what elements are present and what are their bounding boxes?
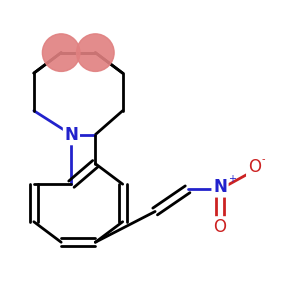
Text: N: N [64,126,78,144]
Text: +: + [228,174,236,184]
Circle shape [42,34,80,71]
Text: O: O [248,158,261,176]
Text: O: O [214,218,226,236]
Text: -: - [262,154,265,165]
Circle shape [76,34,114,71]
Text: N: N [213,178,227,196]
